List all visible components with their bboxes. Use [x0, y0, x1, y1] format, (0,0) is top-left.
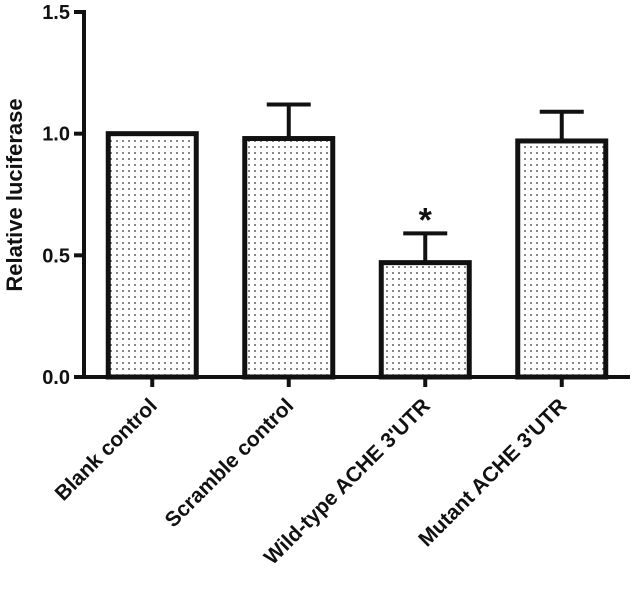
x-tick-label: Mutant ACHE 3'UTR [414, 394, 571, 551]
y-axis-label: Relative luciferase [2, 98, 27, 291]
y-tick-label: 0.5 [42, 245, 70, 267]
bar [378, 260, 472, 380]
y-tick-label: 1.0 [42, 124, 70, 146]
x-tick-label: Blank control [51, 394, 162, 505]
y-tick-label: 0.0 [42, 367, 70, 389]
bar [105, 131, 199, 380]
significance-annotation: * [419, 201, 433, 239]
y-tick-label: 1.5 [42, 2, 70, 24]
bars: * [105, 102, 609, 380]
x-tick-label: Scramble control [161, 394, 299, 532]
bar [515, 138, 609, 380]
y-axis: 0.0 0.5 1.0 1.5 [42, 2, 86, 389]
bar [242, 136, 336, 380]
